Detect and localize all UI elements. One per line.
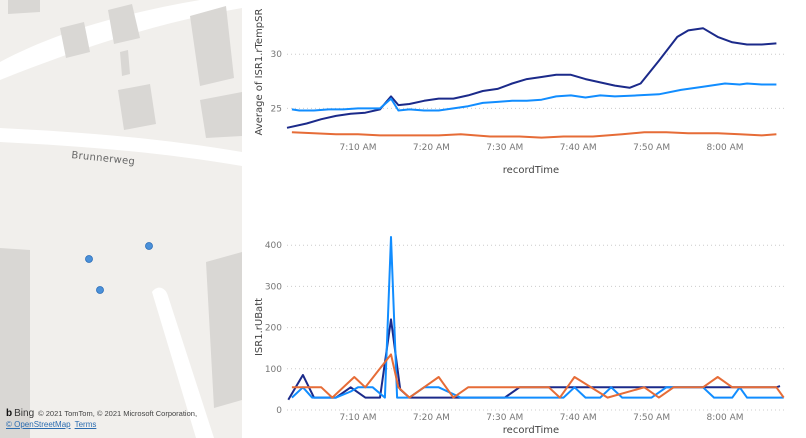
- x-axis-title: recordTime: [503, 165, 559, 176]
- map-canvas[interactable]: [0, 0, 242, 438]
- map-attribution: b Bing © 2021 TomTom, © 2021 Microsoft Co…: [6, 408, 238, 429]
- battery-line-chart[interactable]: ISR1.rUBatt recordTime 0 100 200 300 400 7:10…: [254, 236, 785, 436]
- x-tick-label: 7:20 AM: [413, 413, 450, 423]
- y-tick-label: 30: [271, 50, 283, 60]
- y-tick-label: 200: [265, 324, 282, 334]
- temperature-line-chart[interactable]: Average of ISR1.rTempSR recordTime 25 30 7…: [254, 8, 785, 176]
- y-axis-title: ISR1.rUBatt: [254, 298, 265, 356]
- map-visual[interactable]: Brunnerweg b Bing © 2021 TomTom, © 2021 M…: [0, 0, 242, 438]
- y-tick-label: 300: [265, 282, 282, 292]
- series-line-1[interactable]: [291, 82, 777, 112]
- series-line-0[interactable]: [286, 27, 777, 129]
- x-tick-label: 8:00 AM: [707, 143, 744, 153]
- y-tick-label: 0: [276, 406, 282, 416]
- openstreetmap-link[interactable]: © OpenStreetMap: [6, 420, 71, 429]
- x-tick-label: 7:30 AM: [486, 413, 523, 423]
- y-axis-title: Average of ISR1.rTempSR: [254, 8, 265, 135]
- bing-logo: b Bing: [6, 408, 34, 419]
- y-tick-label: 100: [265, 365, 282, 375]
- y-tick-label: 400: [265, 241, 282, 251]
- road: [0, 0, 242, 80]
- x-tick-label: 7:50 AM: [633, 143, 670, 153]
- y-tick-label: 25: [271, 104, 282, 114]
- copyright-text: © 2021 TomTom, © 2021 Microsoft Corporat…: [38, 409, 198, 418]
- buildings: [0, 0, 242, 438]
- x-tick-label: 7:50 AM: [633, 413, 670, 423]
- x-tick-label: 8:00 AM: [707, 413, 744, 423]
- x-axis-title: recordTime: [503, 425, 559, 436]
- x-tick-label: 7:40 AM: [560, 143, 597, 153]
- x-tick-label: 7:10 AM: [340, 143, 377, 153]
- footpath: [152, 287, 214, 438]
- series-line-2[interactable]: [291, 131, 777, 139]
- bing-b-icon: b: [6, 408, 13, 419]
- x-tick-label: 7:20 AM: [413, 143, 450, 153]
- road-brunnerweg: [0, 128, 242, 166]
- bing-label: Bing: [14, 408, 35, 419]
- series-line-1[interactable]: [291, 236, 784, 399]
- map-markers[interactable]: [85, 242, 153, 294]
- x-tick-label: 7:10 AM: [340, 413, 377, 423]
- terms-link[interactable]: Terms: [74, 420, 97, 429]
- series-line-2[interactable]: [291, 353, 785, 399]
- x-tick-label: 7:40 AM: [560, 413, 597, 423]
- map-marker[interactable]: [145, 242, 153, 250]
- map-marker[interactable]: [85, 255, 93, 263]
- x-tick-label: 7:30 AM: [486, 143, 523, 153]
- map-marker[interactable]: [96, 286, 104, 294]
